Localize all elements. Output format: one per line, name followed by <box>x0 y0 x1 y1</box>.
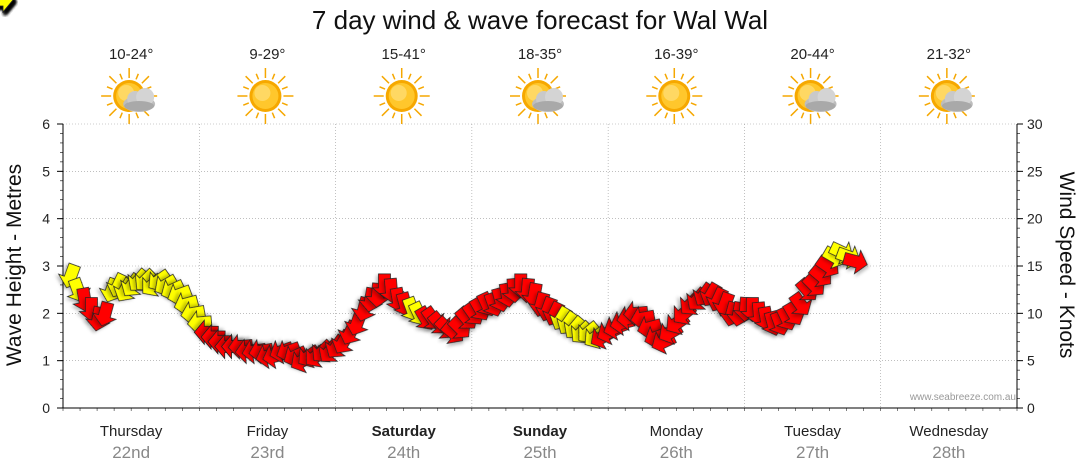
left-tick-label: 0 <box>42 400 50 416</box>
temperature-row: 10-24° 9-29° 15-41° 18-35° 16-39° 20-44° 21-32… <box>109 46 971 63</box>
day-date-label: 27th <box>796 443 829 462</box>
left-axis-ticks: 0 1 2 3 4 5 6 <box>42 116 63 416</box>
wind-arrow <box>0 0 14 14</box>
day-temperature: 9-29° <box>249 46 285 63</box>
sunny-icon <box>373 68 430 124</box>
wind-arrows <box>0 0 868 374</box>
day-temperature: 16-39° <box>654 46 698 63</box>
axes <box>60 123 1020 411</box>
day-temperature: 20-44° <box>790 46 834 63</box>
weather-icons-row <box>101 68 975 124</box>
day-name-label: Wednesday <box>909 423 988 440</box>
right-tick-label: 10 <box>1027 305 1043 321</box>
day-temperature: 18-35° <box>518 46 562 63</box>
right-tick-label: 30 <box>1027 116 1043 132</box>
right-tick-label: 5 <box>1027 353 1035 369</box>
partly-cloudy-icon <box>782 68 839 124</box>
day-name-label: Saturday <box>372 423 437 440</box>
day-temperature: 10-24° <box>109 46 153 63</box>
left-tick-label: 5 <box>42 163 50 179</box>
right-axis-ticks: 0 5 10 15 20 25 30 <box>1017 116 1043 416</box>
day-date-label: 28th <box>932 443 965 462</box>
left-axis-label: Wave Height - Metres <box>3 164 26 366</box>
day-name-label: Monday <box>650 423 704 440</box>
day-name-label: Friday <box>247 423 289 440</box>
day-date-label: 26th <box>660 443 693 462</box>
partly-cloudy-icon <box>918 68 975 124</box>
wind-arrow <box>788 290 813 315</box>
left-tick-label: 4 <box>42 211 50 227</box>
day-labels: Thursday 22nd Friday 23rd Saturday 24th Sunday… <box>100 423 989 462</box>
left-tick-label: 6 <box>42 116 50 132</box>
right-tick-label: 0 <box>1027 400 1035 416</box>
sunny-icon <box>646 68 703 124</box>
left-tick-label: 1 <box>42 353 50 369</box>
day-name-label: Thursday <box>100 423 163 440</box>
day-name-label: Sunday <box>513 423 568 440</box>
day-date-label: 25th <box>523 443 556 462</box>
day-temperature: 21-32° <box>927 46 971 63</box>
day-date-label: 22nd <box>112 443 150 462</box>
right-tick-label: 15 <box>1027 258 1043 274</box>
left-tick-label: 2 <box>42 305 50 321</box>
day-name-label: Tuesday <box>784 423 841 440</box>
wind-arrow <box>841 249 868 275</box>
partly-cloudy-icon <box>510 68 566 124</box>
left-tick-label: 3 <box>42 258 50 274</box>
day-date-label: 23rd <box>250 443 284 462</box>
right-tick-label: 25 <box>1027 163 1043 179</box>
grid-lines <box>63 123 1017 408</box>
sunny-icon <box>237 68 294 124</box>
credit-text: www.seabreeze.com.au <box>909 392 1016 403</box>
partly-cloudy-icon <box>101 68 158 124</box>
day-date-label: 24th <box>387 443 420 462</box>
right-axis-label: Wind Speed - Knots <box>1055 172 1078 359</box>
right-tick-label: 20 <box>1027 211 1043 227</box>
day-temperature: 15-41° <box>382 46 426 63</box>
wind-arrow <box>91 300 118 327</box>
chart-title: 7 day wind & wave forecast for Wal Wal <box>312 5 768 35</box>
